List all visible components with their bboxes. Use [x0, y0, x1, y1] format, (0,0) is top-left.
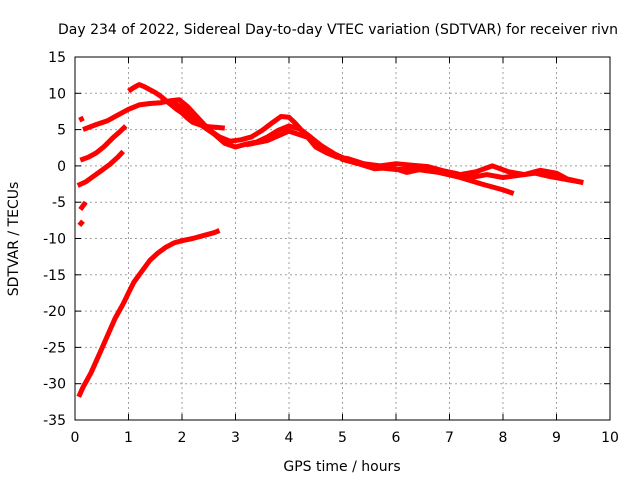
x-tick-label: 10: [601, 430, 619, 446]
series-layer: [76, 82, 584, 398]
y-tick-label: -15: [43, 268, 66, 284]
y-tick-label: -5: [52, 195, 66, 211]
y-tick-label: -20: [43, 304, 66, 320]
x-tick-label: 1: [124, 430, 133, 446]
x-axis-label: GPS time / hours: [283, 459, 400, 475]
y-tick-label: 5: [57, 123, 66, 139]
y-tick-label: -25: [43, 340, 66, 356]
series-arc-short-b: [76, 149, 126, 188]
x-tick-label: 7: [445, 430, 454, 446]
y-tick-label: 10: [48, 86, 66, 102]
y-tick-label: -35: [43, 413, 66, 429]
y-tick-label: 0: [57, 159, 66, 175]
series-arc-main-a: [82, 97, 584, 186]
x-tick-label: 6: [392, 430, 401, 446]
series-arc-short-e: [78, 115, 85, 123]
x-tick-label: 0: [71, 430, 80, 446]
series-arc-main-c: [245, 128, 515, 196]
x-tick-label: 9: [552, 430, 561, 446]
x-tick-label: 5: [338, 430, 347, 446]
series-arc-short-d: [77, 219, 85, 228]
x-tick-label: 8: [499, 430, 508, 446]
tick-layer: 0 1 2 3 4 5 6 7 8 9 10 -35 -30 -25 -20 -15 -10 -5 0 5 10 15: [43, 50, 619, 446]
y-axis-label: SDTVAR / TECUs: [6, 182, 22, 297]
y-tick-label: 15: [48, 50, 66, 66]
x-tick-label: 2: [178, 430, 187, 446]
y-tick-label: -30: [43, 377, 66, 393]
series-arc-short-a: [79, 124, 128, 163]
series-arc-short-c: [78, 200, 88, 211]
chart-title: Day 234 of 2022, Sidereal Day-to-day VTE…: [58, 22, 618, 38]
series-arc-steep-rise: [76, 228, 221, 398]
x-tick-label: 4: [285, 430, 294, 446]
x-tick-label: 3: [231, 430, 240, 446]
y-tick-label: -10: [43, 232, 66, 248]
